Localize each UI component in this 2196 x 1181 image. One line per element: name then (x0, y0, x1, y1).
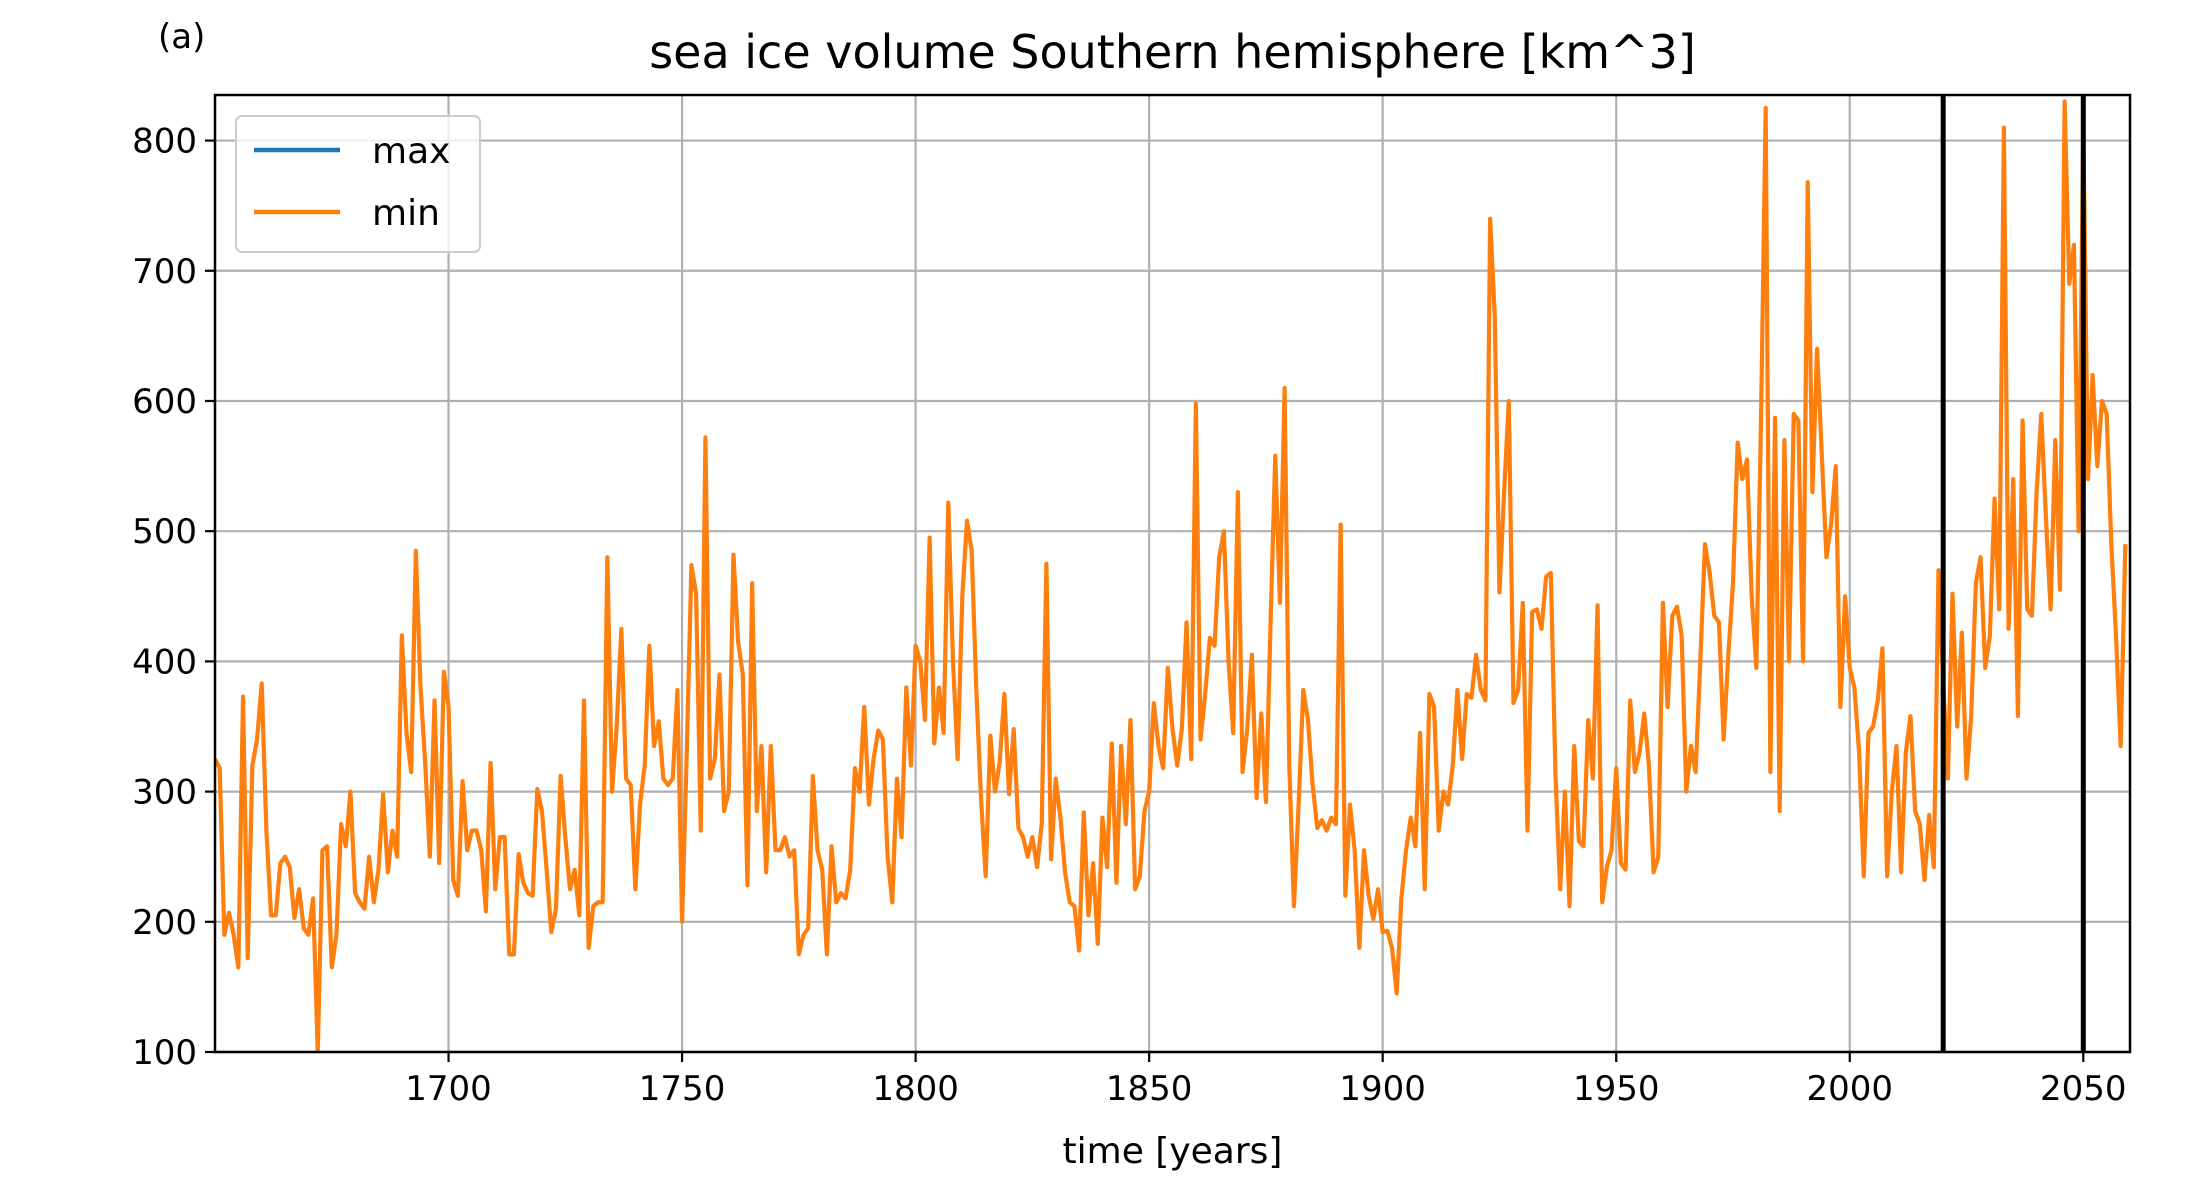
y-tick-label: 300 (132, 773, 197, 813)
x-axis-ticks: 1700 1750 1800 1850 1900 1950 2000 2050 (405, 1052, 2127, 1109)
legend-label-min: min (372, 193, 440, 234)
y-tick-label: 200 (132, 903, 197, 943)
legend: max min (235, 115, 481, 253)
x-axis-label: time [years] (1063, 1131, 1283, 1172)
x-tick-label: 1850 (1106, 1069, 1193, 1109)
x-tick-label: 2050 (2040, 1069, 2127, 1109)
y-tick-label: 500 (132, 512, 197, 552)
panel-label: (a) (158, 17, 205, 57)
x-tick-label: 1950 (1573, 1069, 1660, 1109)
series-layer (215, 99, 2128, 1052)
legend-label-max: max (372, 131, 450, 172)
x-tick-label: 1750 (639, 1069, 726, 1109)
y-tick-label: 100 (132, 1033, 197, 1073)
y-tick-label: 600 (132, 382, 197, 422)
y-tick-label: 700 (132, 252, 197, 292)
y-tick-label: 400 (132, 642, 197, 682)
y-axis-ticks: 100 200 300 400 500 600 700 800 (132, 122, 215, 1073)
x-tick-label: 1900 (1339, 1069, 1426, 1109)
x-tick-label: 1800 (872, 1069, 959, 1109)
plot-area (215, 95, 2128, 1052)
x-tick-label: 1700 (405, 1069, 492, 1109)
chart-title: sea ice volume Southern hemisphere [km^3… (649, 25, 1696, 79)
x-tick-label: 2000 (1806, 1069, 1893, 1109)
y-tick-label: 800 (132, 122, 197, 162)
series-line-min (215, 99, 2128, 1052)
plot-frame (213, 93, 2132, 1054)
